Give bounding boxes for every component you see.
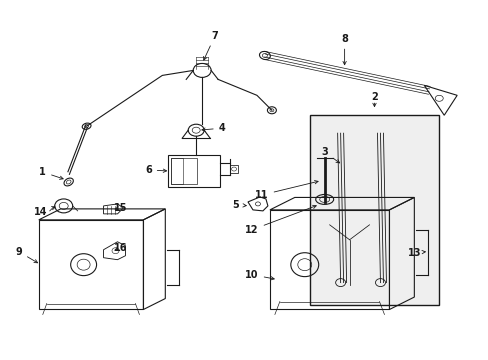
- Bar: [229, 165, 238, 173]
- Text: 12: 12: [244, 205, 316, 235]
- Bar: [171, 158, 197, 184]
- Text: 3: 3: [321, 147, 339, 163]
- Text: 5: 5: [232, 200, 246, 210]
- Bar: [171, 158, 183, 184]
- Text: 6: 6: [145, 165, 166, 175]
- Text: 8: 8: [341, 33, 347, 65]
- Text: 14: 14: [34, 207, 55, 217]
- Text: 15: 15: [114, 203, 127, 213]
- Text: 4: 4: [202, 123, 225, 133]
- Text: 7: 7: [203, 31, 218, 60]
- Text: 2: 2: [370, 92, 377, 102]
- Bar: [168, 155, 220, 187]
- Text: 1: 1: [40, 167, 63, 179]
- Text: 10: 10: [244, 270, 274, 280]
- Text: 9: 9: [16, 247, 38, 263]
- Text: 11: 11: [255, 180, 317, 200]
- Text: 13: 13: [407, 248, 425, 258]
- Bar: [309, 115, 438, 305]
- Text: 16: 16: [114, 243, 127, 253]
